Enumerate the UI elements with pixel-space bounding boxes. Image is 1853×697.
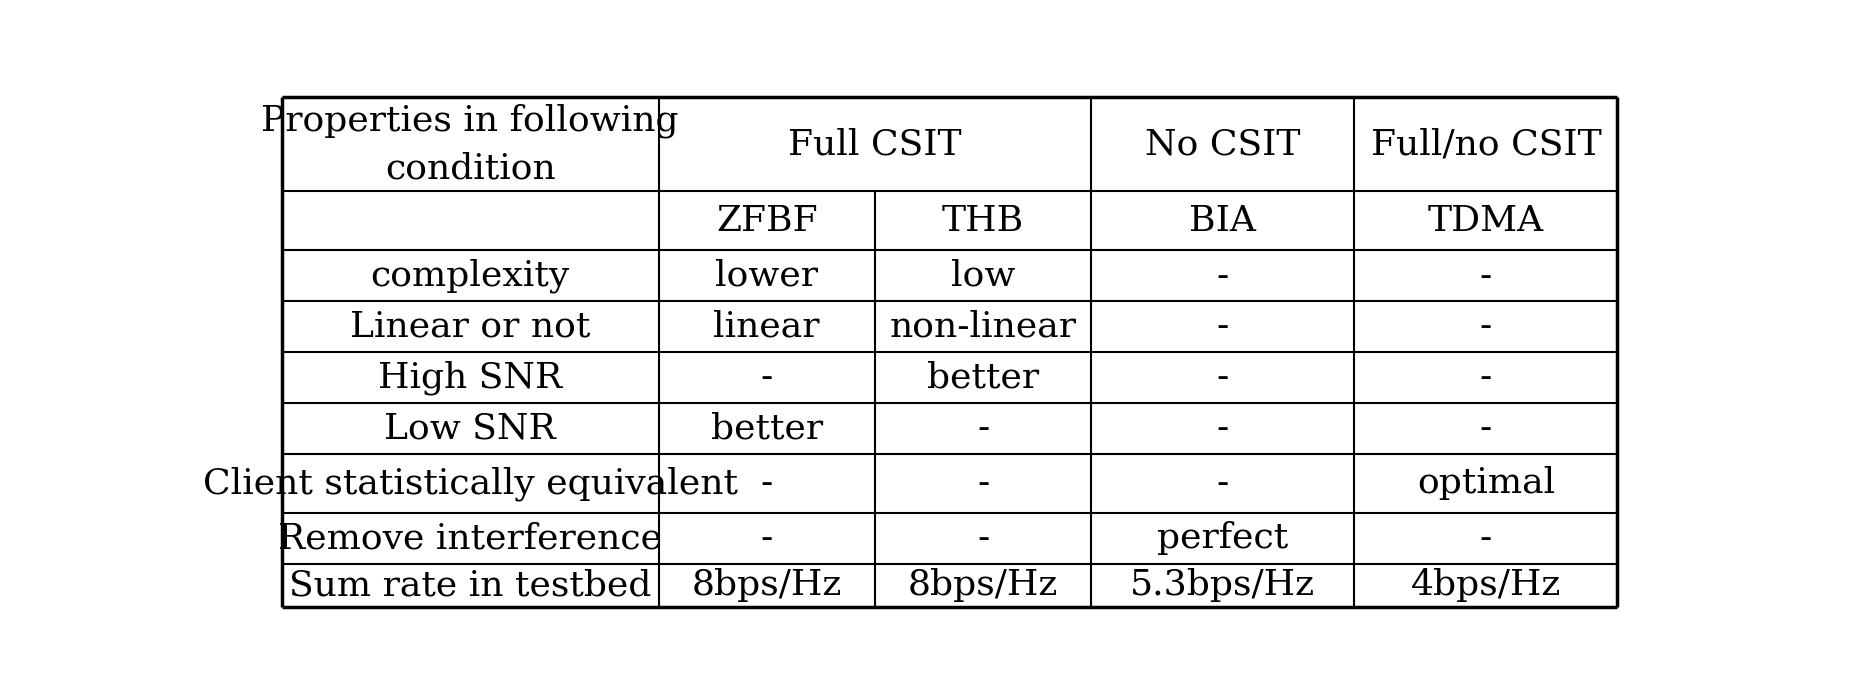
Text: High SNR: High SNR [378, 360, 561, 395]
Text: Linear or not: Linear or not [350, 309, 591, 344]
Text: -: - [1217, 309, 1229, 344]
Text: complexity: complexity [371, 259, 571, 293]
Text: -: - [977, 411, 990, 445]
Text: -: - [760, 466, 773, 500]
Text: -: - [760, 521, 773, 555]
Text: -: - [1481, 411, 1492, 445]
Text: better: better [712, 411, 823, 445]
Text: TDMA: TDMA [1429, 204, 1544, 238]
Text: Sum rate in testbed: Sum rate in testbed [289, 568, 652, 602]
Text: -: - [1481, 360, 1492, 395]
Text: BIA: BIA [1190, 204, 1256, 238]
Text: -: - [1481, 259, 1492, 293]
Text: low: low [951, 259, 1015, 293]
Text: ZFBF: ZFBF [715, 204, 817, 238]
Text: optimal: optimal [1418, 466, 1555, 500]
Text: 5.3bps/Hz: 5.3bps/Hz [1130, 568, 1316, 602]
Text: better: better [926, 360, 1040, 395]
Text: perfect: perfect [1156, 521, 1288, 555]
Text: Remove interference: Remove interference [278, 521, 662, 555]
Text: non-linear: non-linear [889, 309, 1077, 344]
Text: Full/no CSIT: Full/no CSIT [1371, 128, 1601, 161]
Text: Full CSIT: Full CSIT [788, 128, 962, 161]
Text: Low SNR: Low SNR [384, 411, 556, 445]
Text: Properties in following
condition: Properties in following condition [261, 103, 678, 185]
Text: -: - [977, 466, 990, 500]
Text: lower: lower [715, 259, 819, 293]
Text: -: - [1217, 360, 1229, 395]
Text: -: - [760, 360, 773, 395]
Text: linear: linear [713, 309, 819, 344]
Text: No CSIT: No CSIT [1145, 128, 1301, 161]
Text: 4bps/Hz: 4bps/Hz [1410, 568, 1560, 602]
Text: -: - [1217, 466, 1229, 500]
Text: -: - [1481, 521, 1492, 555]
Text: Client statistically equivalent: Client statistically equivalent [202, 466, 737, 500]
Text: THB: THB [941, 204, 1025, 238]
Text: -: - [1217, 259, 1229, 293]
Text: -: - [977, 521, 990, 555]
Text: 8bps/Hz: 8bps/Hz [691, 568, 841, 602]
Text: 8bps/Hz: 8bps/Hz [908, 568, 1058, 602]
Text: -: - [1481, 309, 1492, 344]
Text: -: - [1217, 411, 1229, 445]
